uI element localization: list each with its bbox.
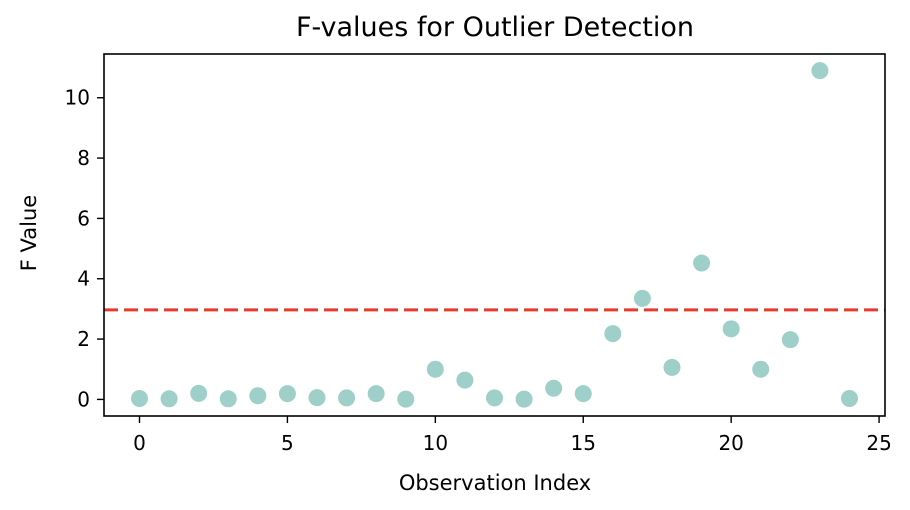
data-point [249, 387, 267, 405]
data-point [190, 384, 208, 402]
data-point [633, 289, 651, 307]
data-point [811, 62, 829, 80]
y-tick-label: 2 [77, 327, 90, 351]
y-tick-label: 0 [77, 387, 90, 411]
data-point [426, 360, 444, 378]
data-point [456, 371, 474, 389]
data-point [160, 390, 178, 408]
x-axis-title: Observation Index [399, 471, 591, 495]
x-tick-label: 0 [133, 431, 146, 455]
y-tick-label: 10 [65, 86, 90, 110]
x-tick-label: 25 [866, 431, 891, 455]
plot-frame [103, 53, 886, 417]
data-point [545, 379, 563, 397]
data-point [367, 385, 385, 403]
data-point [722, 320, 740, 338]
data-point [752, 360, 770, 378]
x-tick-label: 5 [281, 431, 294, 455]
y-axis-title: F Value [17, 195, 41, 271]
data-point [693, 254, 711, 272]
data-point [219, 390, 237, 408]
data-point [308, 389, 326, 407]
y-tick-label: 4 [77, 267, 90, 291]
x-tick-label: 20 [718, 431, 743, 455]
x-tick-label: 15 [571, 431, 596, 455]
data-point [486, 389, 503, 407]
x-tick-label: 10 [423, 431, 448, 455]
y-tick-label: 6 [77, 206, 90, 230]
data-point [663, 358, 681, 376]
data-point [338, 389, 356, 407]
data-point [515, 390, 533, 408]
data-point [131, 390, 148, 408]
data-point [781, 331, 799, 349]
data-point [397, 390, 415, 408]
y-tick-label: 8 [77, 146, 90, 170]
plot-area [104, 62, 885, 408]
data-point [574, 385, 592, 403]
axes: 0 5 10 15 20 25 0 2 4 6 8 10 [65, 86, 892, 455]
data-point [278, 385, 296, 403]
data-point [604, 325, 622, 343]
chart-title: F-values for Outlier Detection [296, 12, 694, 43]
data-point [841, 390, 858, 408]
